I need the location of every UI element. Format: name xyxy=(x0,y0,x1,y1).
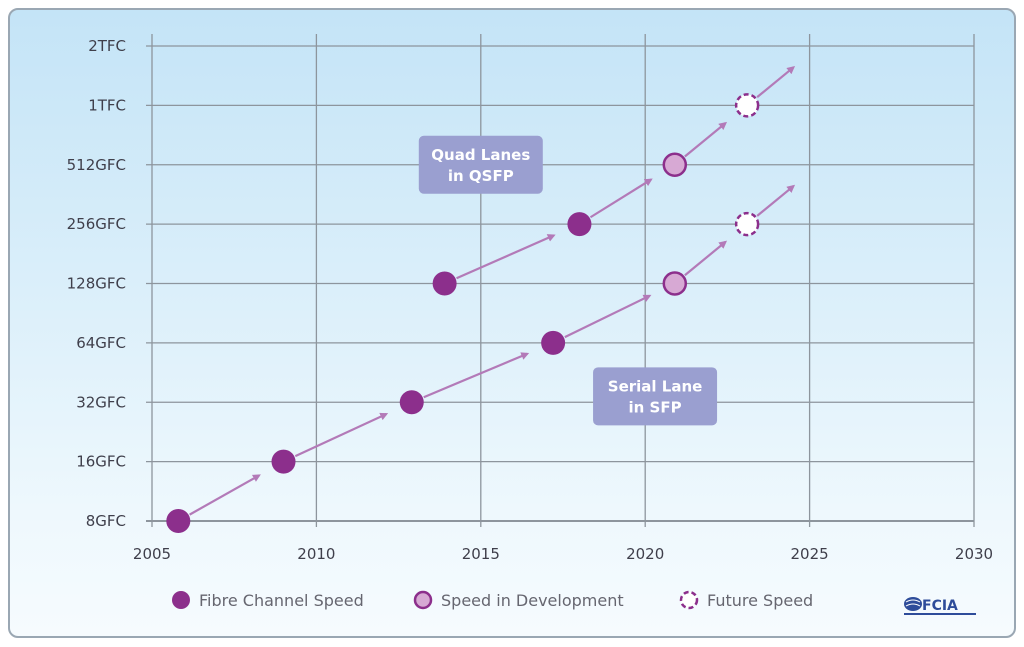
x-tick-label: 2005 xyxy=(133,545,171,563)
trend-arrow xyxy=(423,352,530,399)
x-tick-label: 2020 xyxy=(626,545,664,563)
annotation-text: Serial Lane xyxy=(608,377,703,395)
legend-label: Future Speed xyxy=(707,591,813,610)
data-point xyxy=(567,212,592,237)
annotation-text: in SFP xyxy=(629,398,682,416)
data-point xyxy=(734,211,760,237)
grid-lines xyxy=(146,34,975,527)
legend-label: Speed in Development xyxy=(441,591,624,610)
y-tick-label: 128GFC xyxy=(67,275,126,293)
chart-frame xyxy=(8,8,1016,638)
y-tick-label: 8GFC xyxy=(86,512,126,530)
data-point xyxy=(541,330,566,355)
data-point xyxy=(166,509,191,533)
y-axis-ticks: 8GFC 16GFC 32GFC 64GFC 128GFC 256GFC 512GFC 1TF… xyxy=(67,37,126,530)
data-points xyxy=(166,93,760,533)
trend-arrow xyxy=(456,234,556,280)
legend-marker xyxy=(413,590,433,610)
data-point xyxy=(399,390,424,415)
x-tick-label: 2015 xyxy=(462,545,500,563)
data-point xyxy=(734,93,760,118)
trend-arrows xyxy=(189,66,796,516)
trend-arrow xyxy=(589,178,653,219)
trend-arrow xyxy=(294,412,389,458)
trend-arrow xyxy=(684,121,728,158)
x-axis-ticks: 2005 2010 2015 2020 2025 2030 xyxy=(133,545,993,563)
x-tick-label: 2030 xyxy=(955,545,993,563)
trend-arrow xyxy=(684,240,728,277)
trend-arrow xyxy=(756,184,796,217)
annotation-text: Quad Lanes xyxy=(431,146,530,164)
annotation-text: in QSFP xyxy=(448,167,514,185)
y-tick-label: 256GFC xyxy=(67,215,126,233)
data-point xyxy=(271,449,296,474)
trend-arrow xyxy=(756,66,796,98)
fcia-logo: FCIA xyxy=(904,597,976,615)
y-tick-label: 2TFC xyxy=(88,37,126,55)
data-point xyxy=(662,152,688,177)
legend-label: Fibre Channel Speed xyxy=(199,591,364,610)
y-tick-label: 512GFC xyxy=(67,156,126,174)
logo-text: FCIA xyxy=(922,598,958,614)
annotations: Quad Lanes in QSFP Serial Lane in SFP xyxy=(418,135,718,426)
annotation-box xyxy=(418,135,543,194)
legend-marker xyxy=(679,590,699,610)
legend-marker xyxy=(172,591,190,609)
y-tick-label: 1TFC xyxy=(88,96,126,114)
x-tick-label: 2025 xyxy=(791,545,829,563)
data-point xyxy=(662,271,688,296)
data-point xyxy=(432,271,457,296)
trend-arrow xyxy=(189,474,261,516)
y-tick-label: 32GFC xyxy=(76,393,126,411)
legend: Fibre Channel Speed Speed in Development F… xyxy=(172,590,813,610)
y-tick-label: 64GFC xyxy=(76,334,126,352)
y-tick-label: 16GFC xyxy=(76,453,126,471)
annotation-box xyxy=(593,367,718,426)
trend-arrow xyxy=(564,294,652,339)
x-tick-label: 2010 xyxy=(297,545,335,563)
